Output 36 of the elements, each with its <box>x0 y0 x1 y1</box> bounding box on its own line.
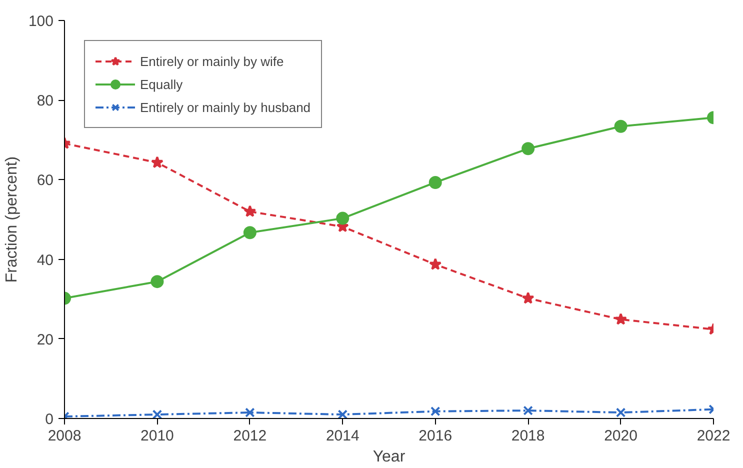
legend-label: Entirely or mainly by husband <box>140 100 311 114</box>
point <box>430 406 440 416</box>
x-tick-label: 2018 <box>511 428 545 444</box>
point <box>338 410 348 418</box>
point <box>244 205 256 217</box>
point <box>523 406 533 416</box>
point <box>522 142 535 156</box>
y-tick-label: 0 <box>45 411 54 428</box>
point <box>614 312 628 325</box>
y-tick-label: 40 <box>36 252 54 269</box>
x-tick-label: 2020 <box>604 428 638 444</box>
point <box>243 226 256 240</box>
point <box>616 408 626 418</box>
point <box>336 212 350 225</box>
x-tick-label: 2016 <box>418 428 452 444</box>
point <box>522 292 534 304</box>
point <box>150 156 164 168</box>
y-tick-label: 20 <box>36 331 54 348</box>
x-tick-label: 2022 <box>696 428 730 444</box>
y-axis-title: Fraction (percent) <box>3 156 20 283</box>
point <box>245 408 255 418</box>
point <box>428 176 442 189</box>
x-tick-label: 2008 <box>48 428 82 444</box>
legend-label: Equally <box>140 76 183 92</box>
point <box>429 258 442 270</box>
y-tick-label: 80 <box>36 92 54 110</box>
x-tick-label: 2012 <box>233 428 267 444</box>
x-tick-label: 2010 <box>140 428 174 444</box>
x-tick-label: 2014 <box>326 428 360 444</box>
x-axis-title: Year <box>372 448 406 466</box>
point <box>152 410 162 418</box>
y-tick-label: 60 <box>36 172 54 190</box>
y-tick-label: 100 <box>28 13 54 30</box>
point <box>150 275 164 288</box>
point <box>614 120 628 133</box>
legend-label: Entirely or mainly by wife <box>140 54 284 68</box>
